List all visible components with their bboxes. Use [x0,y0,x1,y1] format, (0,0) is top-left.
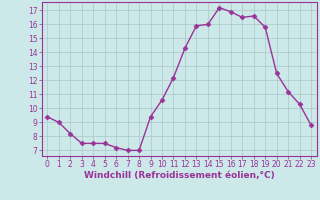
X-axis label: Windchill (Refroidissement éolien,°C): Windchill (Refroidissement éolien,°C) [84,171,275,180]
